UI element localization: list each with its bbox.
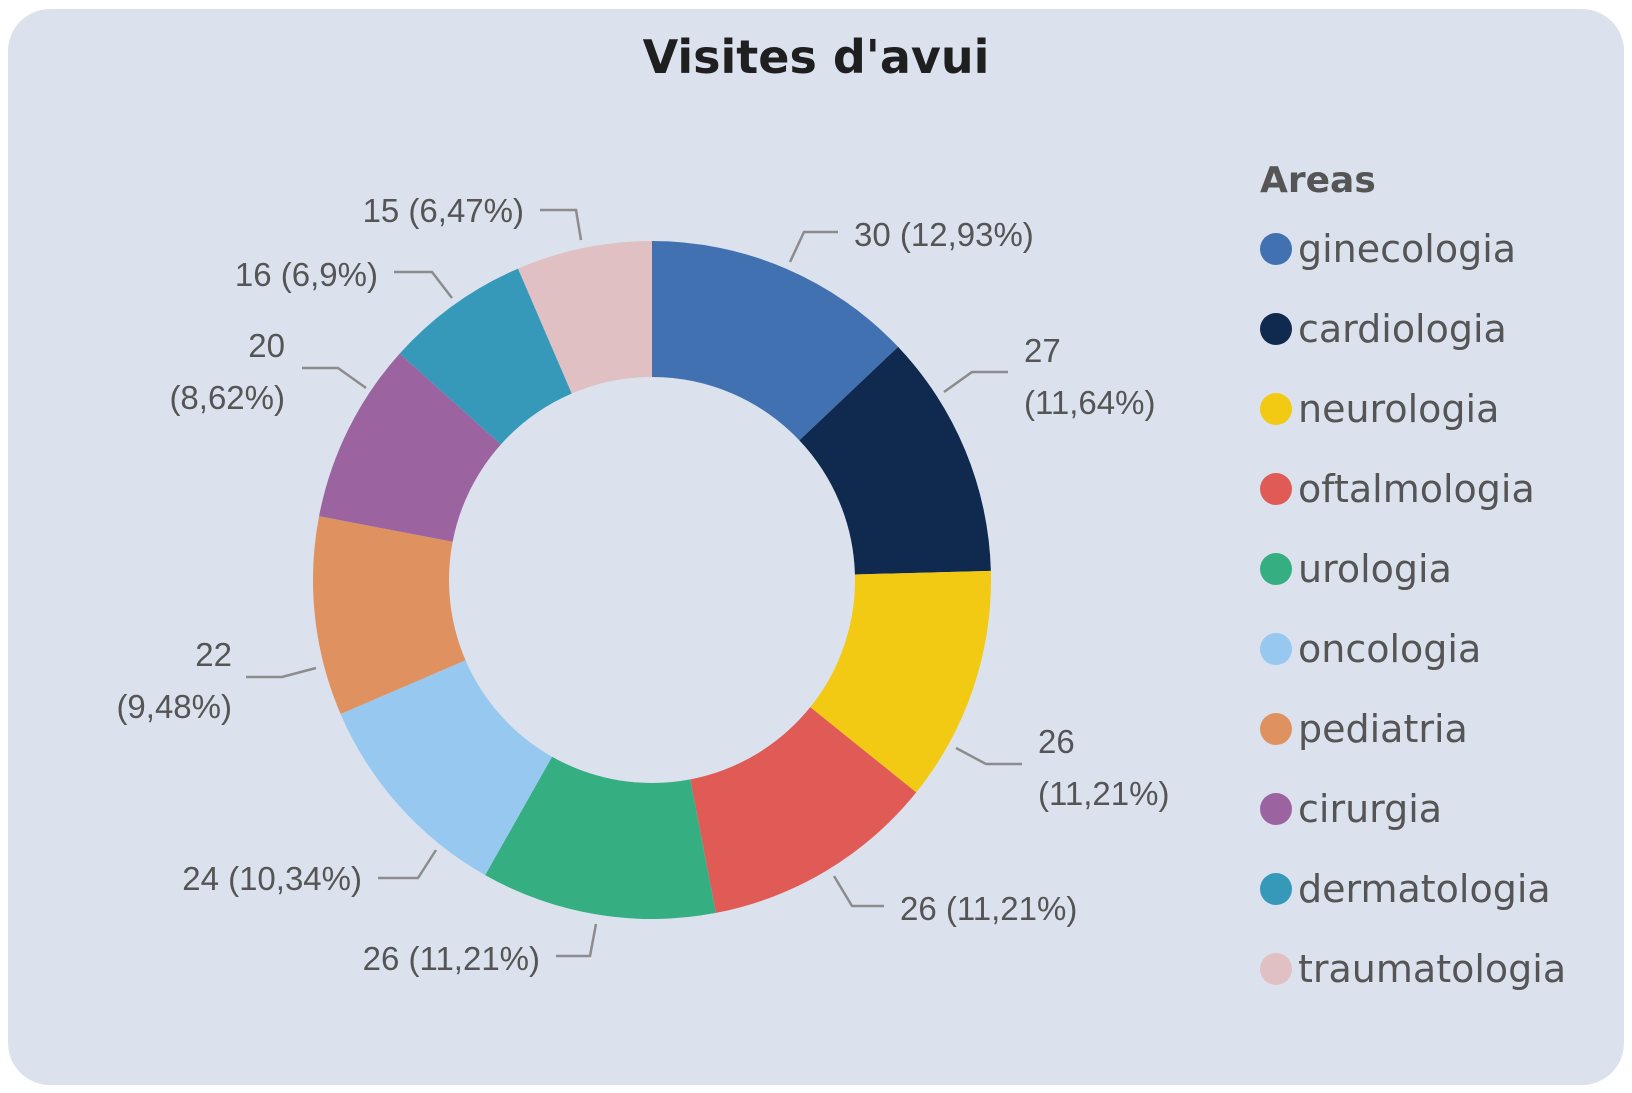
legend-marker-icon bbox=[1260, 393, 1292, 425]
legend-marker-icon bbox=[1260, 953, 1292, 985]
data-labels: 30 (12,93%)27 (11,64%)26 (11,21%)26 (11,21… bbox=[116, 192, 1169, 977]
legend-marker-icon bbox=[1260, 233, 1292, 265]
data-label-line: (9,48%) bbox=[116, 688, 232, 725]
legend-item-traumatologia[interactable]: traumatologia bbox=[1260, 929, 1620, 1009]
legend-item-cardiologia[interactable]: cardiologia bbox=[1260, 289, 1620, 369]
data-label-traumatologia: 15 (6,47%) bbox=[363, 192, 524, 229]
legend: Areas ginecologia cardiologia neurologia of… bbox=[1260, 160, 1620, 1009]
legend-item-cirurgia[interactable]: cirurgia bbox=[1260, 769, 1620, 849]
data-label-line: 26 (11,21%) bbox=[363, 940, 540, 977]
chart-title: Visites d'avui bbox=[642, 30, 990, 84]
data-label-line: 20 bbox=[248, 327, 285, 364]
slice-ginecologia[interactable] bbox=[652, 241, 899, 441]
legend-item-oftalmologia[interactable]: oftalmologia bbox=[1260, 449, 1620, 529]
legend-marker-icon bbox=[1260, 713, 1292, 745]
data-label-line: 24 (10,34%) bbox=[182, 860, 362, 897]
slice-traumatologia[interactable] bbox=[518, 241, 652, 394]
leader-line-cardiologia bbox=[943, 370, 1008, 394]
legend-label: traumatologia bbox=[1298, 947, 1567, 991]
leader-line-urologia bbox=[556, 923, 598, 958]
legend-label: oncologia bbox=[1298, 627, 1482, 671]
legend-item-oncologia[interactable]: oncologia bbox=[1260, 609, 1620, 689]
legend-item-dermatologia[interactable]: dermatologia bbox=[1260, 849, 1620, 929]
data-label-pediatria: 22 (9,48%) bbox=[116, 636, 232, 725]
legend-marker-icon bbox=[1260, 873, 1292, 905]
data-label-line: 15 (6,47%) bbox=[363, 192, 524, 229]
data-label-ginecologia: 30 (12,93%) bbox=[854, 216, 1034, 253]
data-label-oftalmologia: 26 (11,21%) bbox=[900, 890, 1077, 927]
data-label-cardiologia: 27 (11,64%) bbox=[1024, 332, 1155, 421]
legend-item-urologia[interactable]: urologia bbox=[1260, 529, 1620, 609]
data-label-oncologia: 24 (10,34%) bbox=[182, 860, 362, 897]
donut-slices bbox=[313, 241, 991, 919]
data-label-line: 30 (12,93%) bbox=[854, 216, 1034, 253]
legend-marker-icon bbox=[1260, 313, 1292, 345]
slice-neurologia[interactable] bbox=[810, 570, 991, 793]
data-label-urologia: 26 (11,21%) bbox=[363, 940, 540, 977]
legend-label: urologia bbox=[1298, 547, 1452, 591]
slice-pediatria[interactable] bbox=[313, 516, 466, 714]
legend-marker-icon bbox=[1260, 633, 1292, 665]
data-label-dermatologia: 16 (6,9%) bbox=[235, 256, 378, 293]
legend-marker-icon bbox=[1260, 553, 1292, 585]
leader-line-cirurgia bbox=[302, 366, 367, 390]
leader-line-ginecologia bbox=[788, 230, 838, 263]
slice-urologia[interactable] bbox=[485, 756, 716, 919]
legend-label: neurologia bbox=[1298, 387, 1500, 431]
data-label-cirurgia: 20 (8,62%) bbox=[169, 327, 285, 416]
leader-line-pediatria bbox=[246, 666, 317, 679]
data-label-line: (11,64%) bbox=[1024, 384, 1155, 421]
data-label-line: (11,21%) bbox=[1038, 775, 1169, 812]
leader-line-oftalmologia bbox=[832, 875, 884, 908]
data-label-line: 16 (6,9%) bbox=[235, 256, 378, 293]
slice-oftalmologia[interactable] bbox=[690, 707, 917, 913]
leader-line-dermatologia bbox=[394, 270, 453, 299]
data-label-line: 22 bbox=[195, 636, 232, 673]
legend-title: Areas bbox=[1260, 160, 1376, 201]
legend-marker-icon bbox=[1260, 473, 1292, 505]
slice-oncologia[interactable] bbox=[340, 660, 553, 876]
data-label-line: (8,62%) bbox=[169, 379, 285, 416]
legend-item-ginecologia[interactable]: ginecologia bbox=[1260, 209, 1620, 289]
legend-item-pediatria[interactable]: pediatria bbox=[1260, 689, 1620, 769]
data-label-line: 26 bbox=[1038, 723, 1075, 760]
chart-card bbox=[8, 9, 1624, 1085]
legend-label: dermatologia bbox=[1298, 867, 1551, 911]
slice-cardiologia[interactable] bbox=[799, 346, 991, 575]
legend-label: pediatria bbox=[1298, 707, 1468, 751]
legend-label: oftalmologia bbox=[1298, 467, 1535, 511]
leader-line-traumatologia bbox=[540, 208, 583, 241]
data-label-line: 27 bbox=[1024, 332, 1061, 369]
data-label-line: 26 (11,21%) bbox=[900, 890, 1077, 927]
data-label-neurologia: 26 (11,21%) bbox=[1038, 723, 1169, 812]
slice-dermatologia[interactable] bbox=[399, 268, 572, 445]
legend-marker-icon bbox=[1260, 793, 1292, 825]
legend-label: cardiologia bbox=[1298, 307, 1507, 351]
legend-label: ginecologia bbox=[1298, 227, 1517, 271]
legend-item-neurologia[interactable]: neurologia bbox=[1260, 369, 1620, 449]
legend-label: cirurgia bbox=[1298, 787, 1443, 831]
leader-line-oncologia bbox=[378, 849, 438, 880]
legend-items: ginecologia cardiologia neurologia oftalmol… bbox=[1260, 209, 1620, 1009]
slice-cirurgia[interactable] bbox=[319, 353, 501, 542]
leader-line-neurologia bbox=[955, 746, 1022, 766]
